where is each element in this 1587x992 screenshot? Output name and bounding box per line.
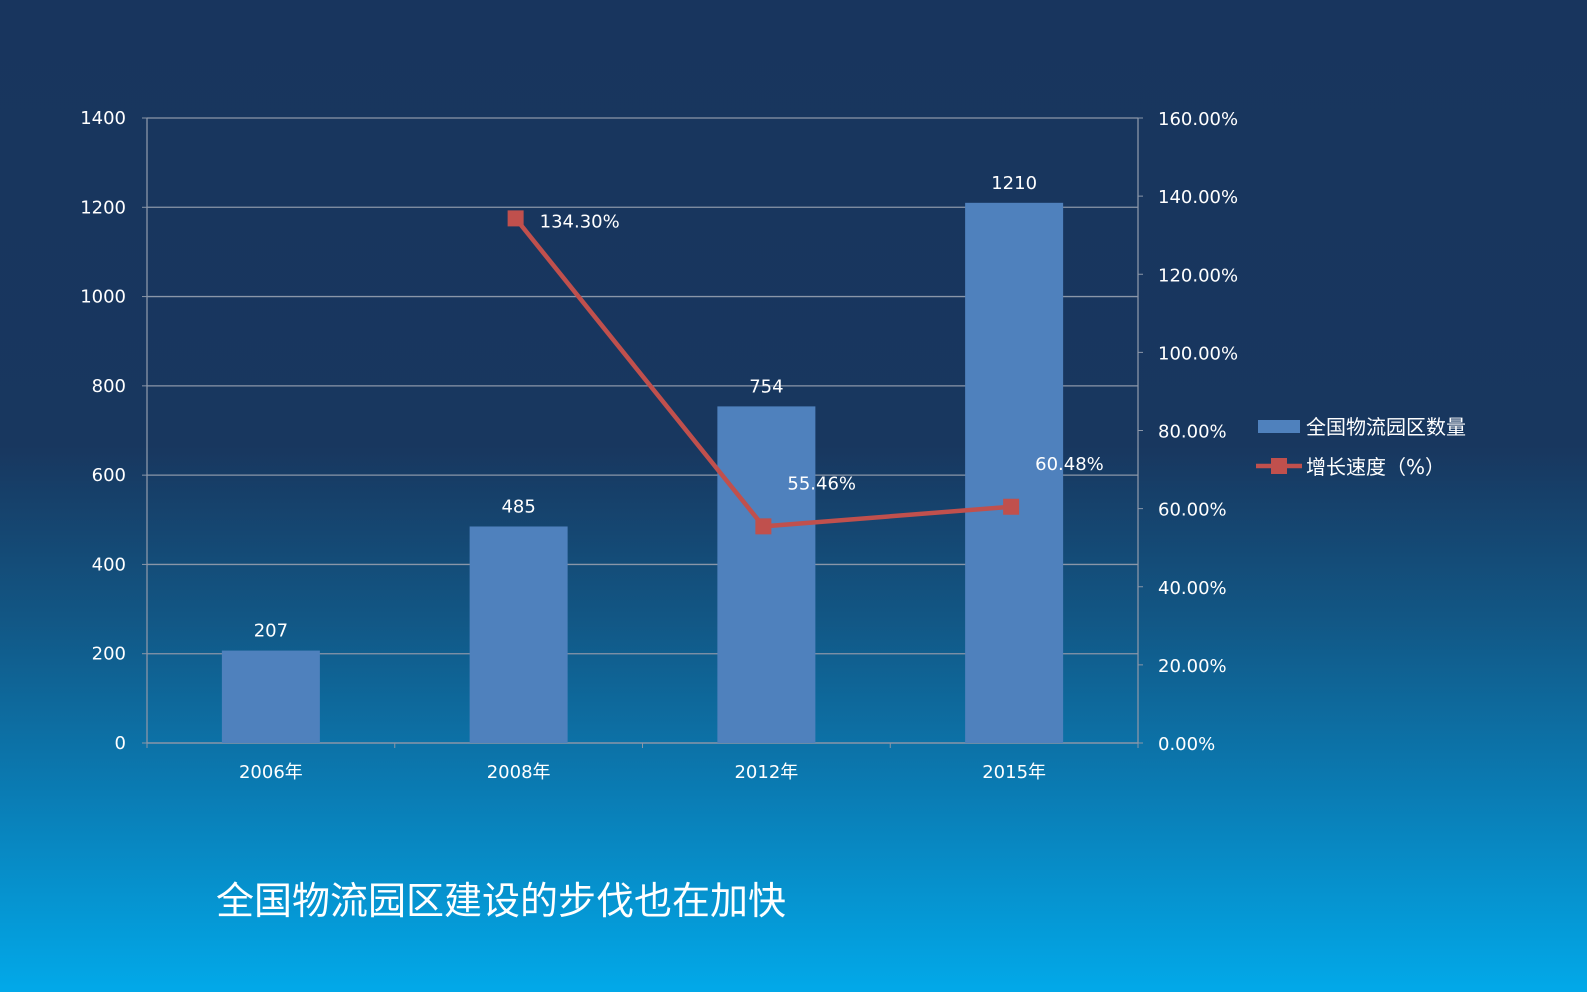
y-right-tick-label: 160.00% — [1158, 109, 1238, 130]
y-right-tick-label: 120.00% — [1158, 265, 1238, 286]
legend-bar-swatch — [1258, 420, 1300, 433]
y-left-tick-label: 1200 — [80, 197, 126, 218]
y-left-tick-label: 1400 — [80, 108, 126, 129]
y-left-tick-label: 800 — [92, 376, 126, 397]
bar — [469, 526, 568, 743]
bar — [221, 650, 320, 743]
x-tick-label: 2015年 — [982, 762, 1046, 783]
y-right-tick-label: 80.00% — [1158, 422, 1227, 443]
y-right-tick-label: 40.00% — [1158, 578, 1227, 599]
line-data-label: 134.30% — [540, 211, 620, 232]
line-data-label: 60.48% — [1035, 454, 1104, 475]
bar-data-label: 1210 — [991, 173, 1037, 194]
x-tick-label: 2012年 — [734, 762, 798, 783]
y-left-tick-label: 200 — [92, 644, 126, 665]
y-left-tick-label: 1000 — [80, 287, 126, 308]
y-right-tick-label: 60.00% — [1158, 500, 1227, 521]
y-right-tick-label: 20.00% — [1158, 656, 1227, 677]
bar-data-label: 207 — [254, 621, 288, 642]
line-data-label: 55.46% — [787, 473, 856, 494]
y-right-tick-label: 100.00% — [1158, 343, 1238, 364]
y-right-tick-label: 0.00% — [1158, 734, 1215, 755]
bar-data-label: 485 — [501, 496, 535, 517]
legend-marker — [1271, 458, 1287, 474]
bar — [717, 406, 816, 743]
line-marker — [507, 210, 524, 227]
bar — [965, 202, 1064, 744]
y-left-tick-label: 0 — [115, 733, 126, 754]
x-tick-label: 2006年 — [239, 762, 303, 783]
x-tick-label: 2008年 — [487, 762, 551, 783]
y-left-tick-label: 600 — [92, 465, 126, 486]
y-right-tick-label: 140.00% — [1158, 187, 1238, 208]
line-marker — [755, 518, 772, 535]
bar-data-label: 754 — [749, 376, 783, 397]
y-left-tick-label: 400 — [92, 554, 126, 575]
line-marker — [1003, 498, 1020, 515]
legend-label: 增长速度（%） — [1306, 455, 1445, 479]
slide-caption: 全国物流园区建设的步伐也在加快 — [216, 879, 787, 923]
legend-label: 全国物流园区数量 — [1306, 415, 1466, 439]
